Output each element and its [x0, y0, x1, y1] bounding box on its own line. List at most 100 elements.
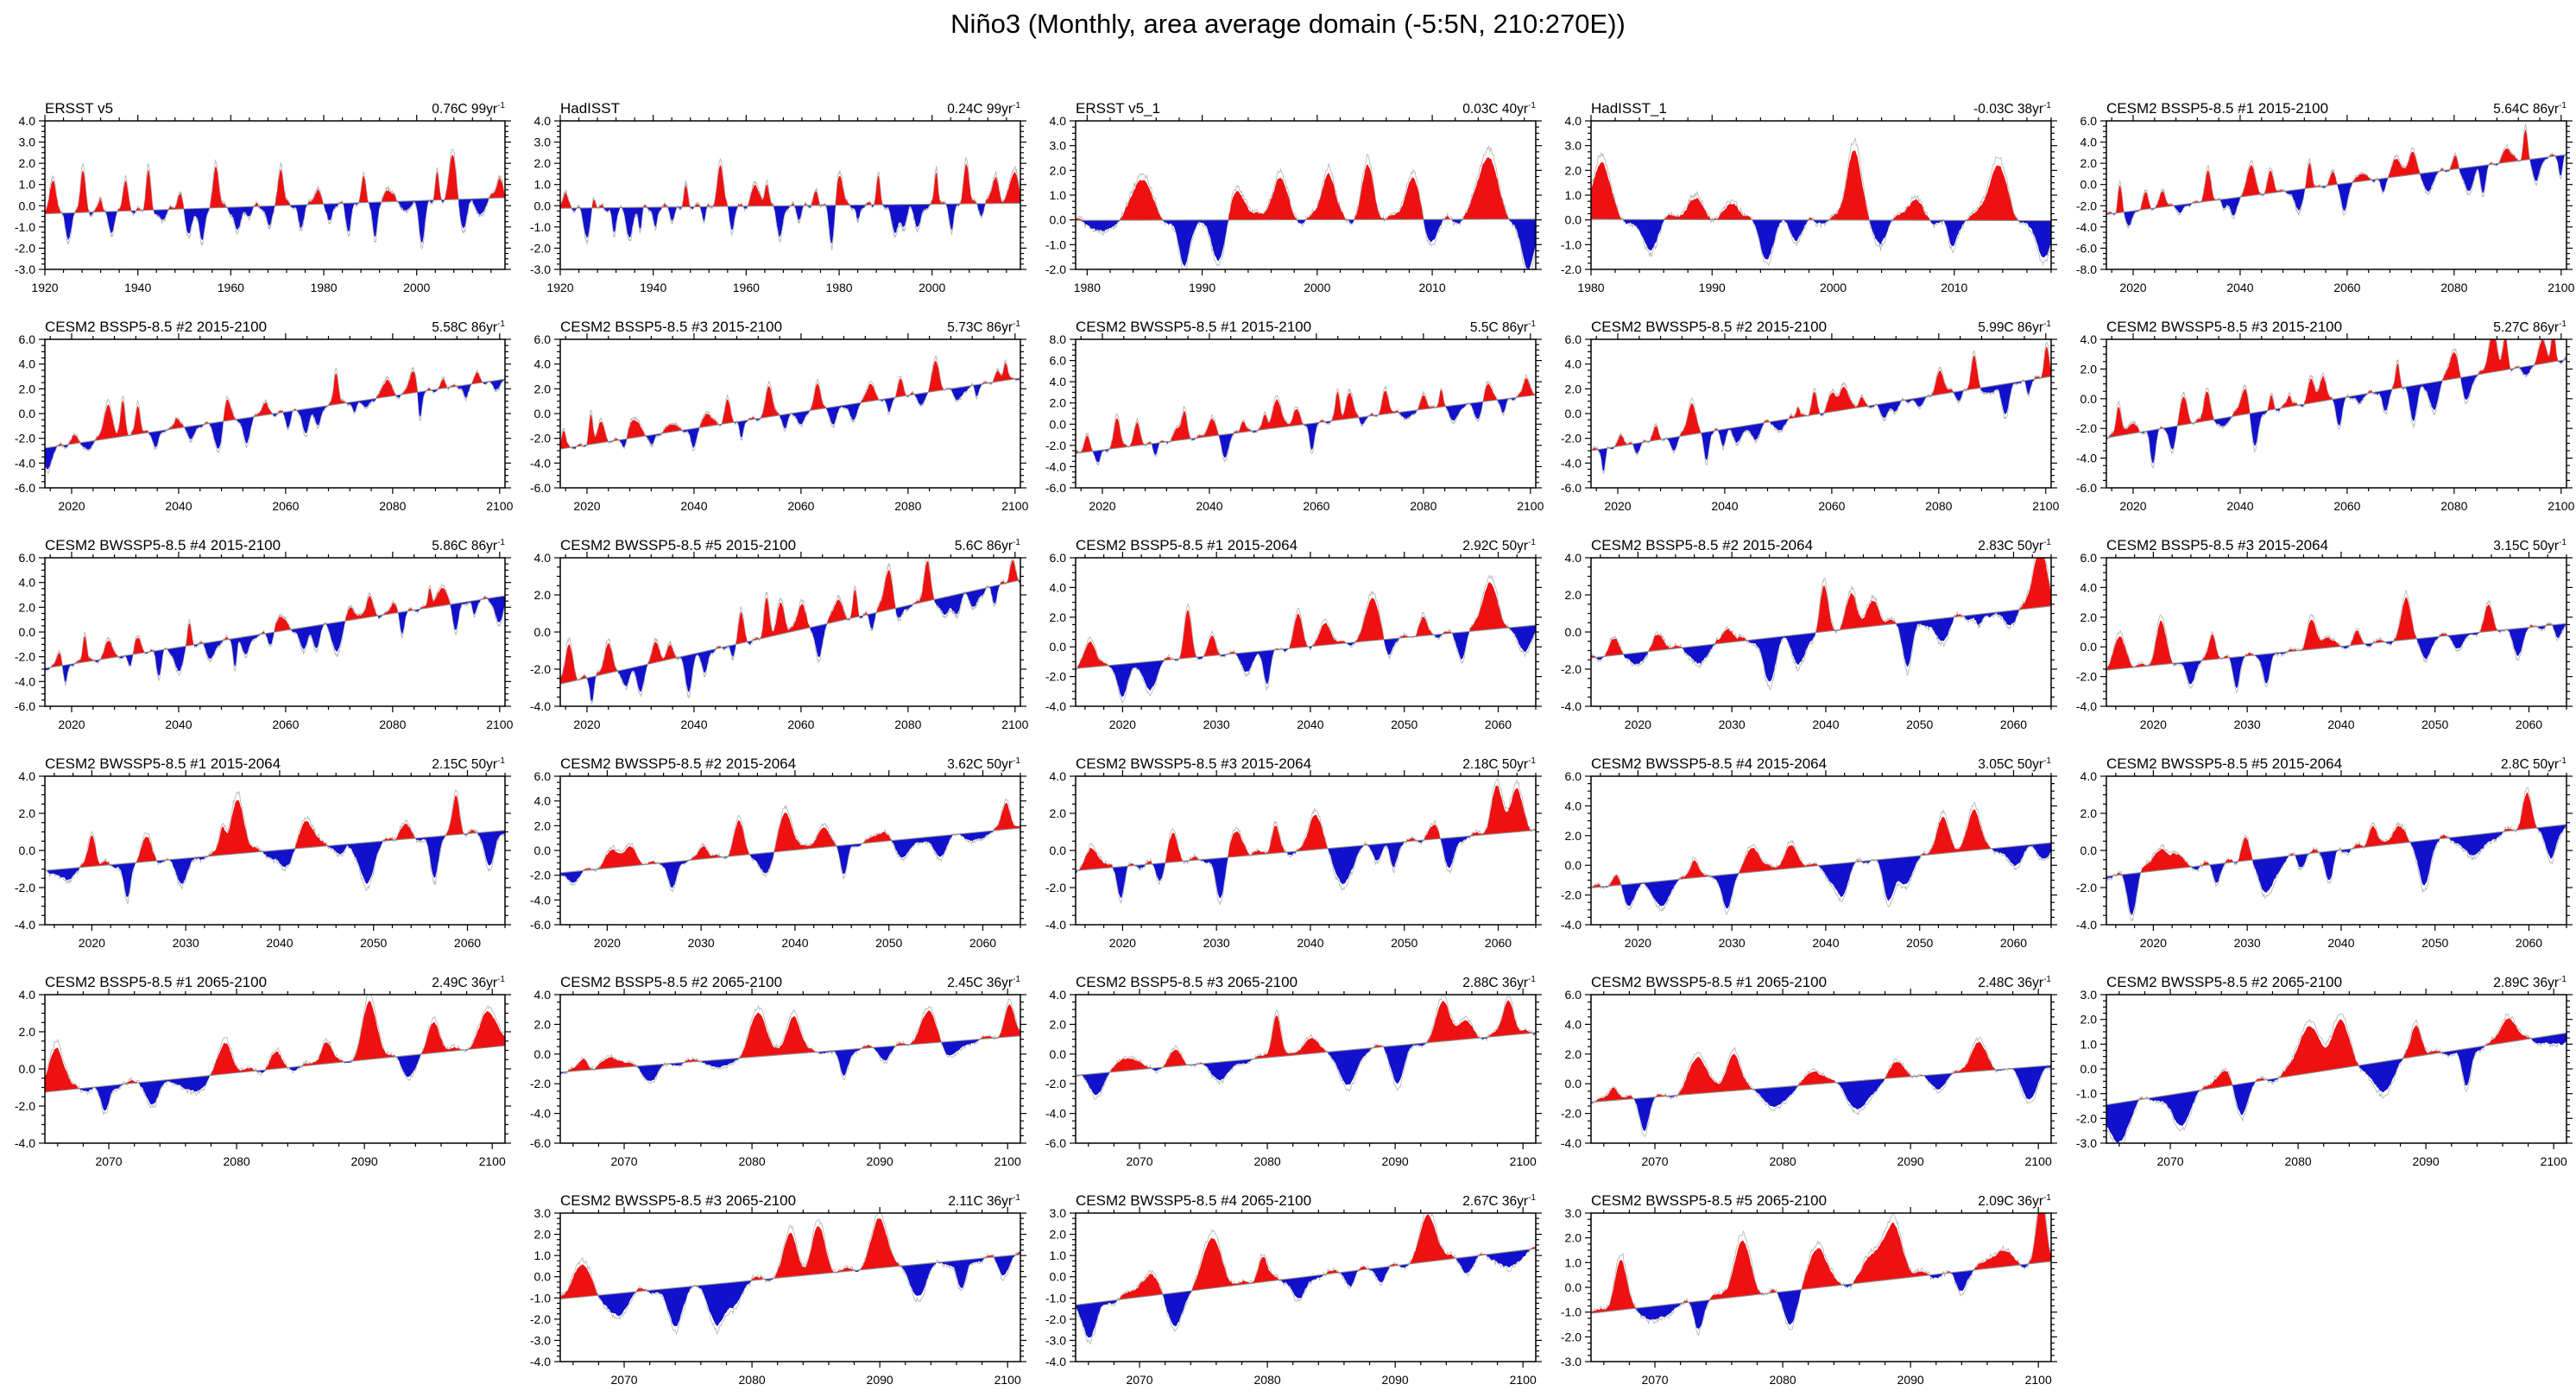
trend-line [1076, 1032, 1536, 1077]
x-tick-label: 2040 [1812, 936, 1839, 950]
raw-series-line [560, 1213, 1020, 1336]
x-tick-label: 2080 [1410, 499, 1436, 513]
chart-cell: CESM2 BWSSP5-8.5 #3 2015-2100 5.27C 86yr-… [2061, 305, 2576, 523]
y-tick-label: 3.0 [1050, 139, 1067, 153]
raw-series-line [1591, 136, 2051, 267]
axis-labels: 4.0 2.0 0.0 -2.0 -4.0 -6.0 2070 2080 2090 2100 [530, 988, 1021, 1168]
chart-header: ERSST v5 0.76C 99yr-1 [45, 100, 505, 119]
y-tick-label: 4.0 [19, 988, 36, 1002]
axis-labels: 3.0 2.0 1.0 0.0 -1.0 -2.0 -3.0 2070 2080 2090 2100 [1561, 1206, 2052, 1387]
y-tick-label: 2.0 [534, 1228, 552, 1242]
y-tick-label: 0.0 [2080, 178, 2098, 192]
y-tick-label: 0.0 [19, 199, 36, 212]
trend-value-label: 2.88C 36yr-1 [1462, 974, 1536, 990]
positive-anomaly-area [2106, 129, 2567, 215]
chart-cell: CESM2 BWSSP5-8.5 #4 2015-2100 5.86C 86yr-… [0, 523, 515, 742]
chart-plot-svg: 3.0 2.0 1.0 0.0 -1.0 -2.0 -3.0 -4.0 2070 2080 2090… [1045, 1206, 1542, 1387]
chart-title-label: CESM2 BWSSP5-8.5 #4 2015-2064 [1591, 755, 1828, 772]
y-tick-label: 6.0 [2080, 114, 2098, 128]
positive-anomaly-area [1591, 150, 2051, 221]
y-tick-label: 3.0 [534, 136, 552, 149]
negative-anomaly-area [1076, 218, 1536, 269]
x-tick-label: 2040 [1196, 499, 1222, 513]
x-tick-label: 2030 [1203, 936, 1230, 950]
y-tick-label: -2.0 [15, 881, 35, 894]
y-tick-label: 4.0 [19, 576, 36, 590]
x-tick-label: 2100 [2541, 1154, 2567, 1168]
negative-anomaly-area [1591, 219, 2051, 260]
x-tick-label: 2100 [2032, 499, 2059, 513]
chart-plot-svg: 6.0 4.0 2.0 0.0 -2.0 -4.0 2020 2030 2040 2050 2060 [1045, 551, 1542, 731]
x-tick-label: 2100 [994, 1373, 1021, 1387]
y-tick-label: 2.0 [534, 588, 552, 602]
chart-cell: CESM2 BWSSP5-8.5 #4 2015-2064 3.05C 50yr-… [1546, 742, 2061, 960]
y-tick-label: 0.0 [2080, 640, 2098, 654]
axis-labels: 6.0 4.0 2.0 0.0 -2.0 -4.0 2020 2030 2040 2050 2060 [1561, 769, 2027, 950]
x-tick-label: 2040 [165, 499, 192, 513]
trend-line [1591, 376, 2051, 452]
trend-line [45, 830, 505, 871]
chart-plot-svg: 4.0 2.0 0.0 -2.0 -4.0 2020 2040 2060 2080 2100 [530, 551, 1029, 731]
chart-header: CESM2 BSSP5-8.5 #2 2015-2064 2.83C 50yr-1 [1591, 537, 2051, 556]
trend-value-label: 2.48C 36yr-1 [1978, 974, 2051, 990]
chart-header: CESM2 BSSP5-8.5 #3 2065-2100 2.88C 36yr-1 [1076, 974, 1536, 993]
raw-series-line [560, 998, 1020, 1084]
trend-exponent: -1 [1013, 1192, 1020, 1203]
chart-cell: CESM2 BSSP5-8.5 #3 2015-2100 5.73C 86yr-1… [515, 305, 1031, 523]
y-tick-label: -2.0 [530, 241, 551, 255]
trend-exponent: -1 [2043, 537, 2051, 547]
plot-frame [1075, 994, 1537, 1144]
axis-labels: 4.0 2.0 0.0 -2.0 -4.0 2070 2080 2090 2100 [15, 988, 506, 1168]
negative-anomaly-area [1076, 1033, 1536, 1096]
chart-plot-svg: 4.0 2.0 0.0 -2.0 -4.0 2070 2080 2090 2100 [15, 988, 511, 1168]
x-tick-label: 2060 [787, 499, 814, 513]
x-tick-label: 2030 [173, 936, 199, 950]
plot-frame [2106, 557, 2567, 707]
chart-header: CESM2 BWSSP5-8.5 #5 2015-2064 2.8C 50yr-1 [2106, 755, 2567, 774]
chart-cell: CESM2 BSSP5-8.5 #3 2015-2064 3.15C 50yr-1… [2061, 523, 2576, 742]
trend-line [45, 595, 505, 669]
chart-title-label: CESM2 BWSSP5-8.5 #2 2015-2064 [560, 755, 797, 772]
x-tick-label: 2060 [1485, 936, 1512, 950]
raw-series-line [560, 558, 1020, 705]
chart-cell: CESM2 BWSSP5-8.5 #5 2015-2100 5.6C 86yr-1… [515, 523, 1031, 742]
x-tick-label: 2070 [610, 1373, 637, 1387]
x-tick-label: 1990 [1699, 281, 1726, 294]
positive-anomaly-area [45, 1001, 505, 1092]
trend-exponent: -1 [2559, 319, 2567, 329]
negative-anomaly-area [2106, 824, 2567, 915]
plot-frame [44, 338, 506, 489]
plot-frame [44, 994, 506, 1144]
y-tick-label: 1.0 [2080, 1037, 2098, 1051]
raw-series-line [45, 582, 505, 687]
chart-plot-svg: 6.0 4.0 2.0 0.0 -2.0 -4.0 -6.0 2020 2040 2060 2080… [15, 551, 514, 731]
y-tick-label: 2.0 [19, 1025, 36, 1039]
axis-labels: 4.0 3.0 2.0 1.0 0.0 -1.0 -2.0 -3.0 1920 1940 1960 1… [15, 114, 431, 294]
trend-line [1076, 830, 1536, 871]
chart-cell: CESM2 BSSP5-8.5 #3 2065-2100 2.88C 36yr-1… [1031, 960, 1546, 1179]
y-tick-label: 0.0 [19, 625, 36, 639]
chart-header: CESM2 BSSP5-8.5 #1 2015-2100 5.64C 86yr-1 [2106, 100, 2567, 119]
y-tick-label: 0.0 [1050, 1047, 1067, 1061]
y-tick-label: -2.0 [2076, 670, 2097, 684]
y-tick-label: -4.0 [530, 1355, 551, 1369]
y-tick-label: -6.0 [1045, 481, 1066, 495]
x-tick-label: 2030 [1719, 936, 1746, 950]
y-tick-label: -2.0 [1561, 888, 1582, 902]
positive-anomaly-area [1591, 809, 2051, 888]
y-tick-label: -2.0 [1561, 1107, 1582, 1121]
x-tick-label: 2060 [2333, 499, 2360, 513]
y-tick-label: 3.0 [1565, 1206, 1582, 1220]
trend-line [560, 579, 1020, 685]
y-tick-label: 2.0 [1565, 588, 1582, 602]
x-tick-label: 2100 [994, 1154, 1021, 1168]
x-tick-label: 2010 [1418, 281, 1445, 294]
y-tick-label: 0.0 [19, 1062, 36, 1076]
negative-anomaly-area [2106, 359, 2567, 464]
plot-frame [1075, 338, 1537, 489]
positive-anomaly-area [1591, 1213, 2051, 1314]
y-tick-label: 2.0 [2080, 806, 2098, 820]
y-tick-label: 2.0 [2080, 610, 2098, 624]
y-tick-label: 4.0 [1050, 375, 1067, 389]
y-tick-label: -4.0 [1561, 1136, 1582, 1150]
